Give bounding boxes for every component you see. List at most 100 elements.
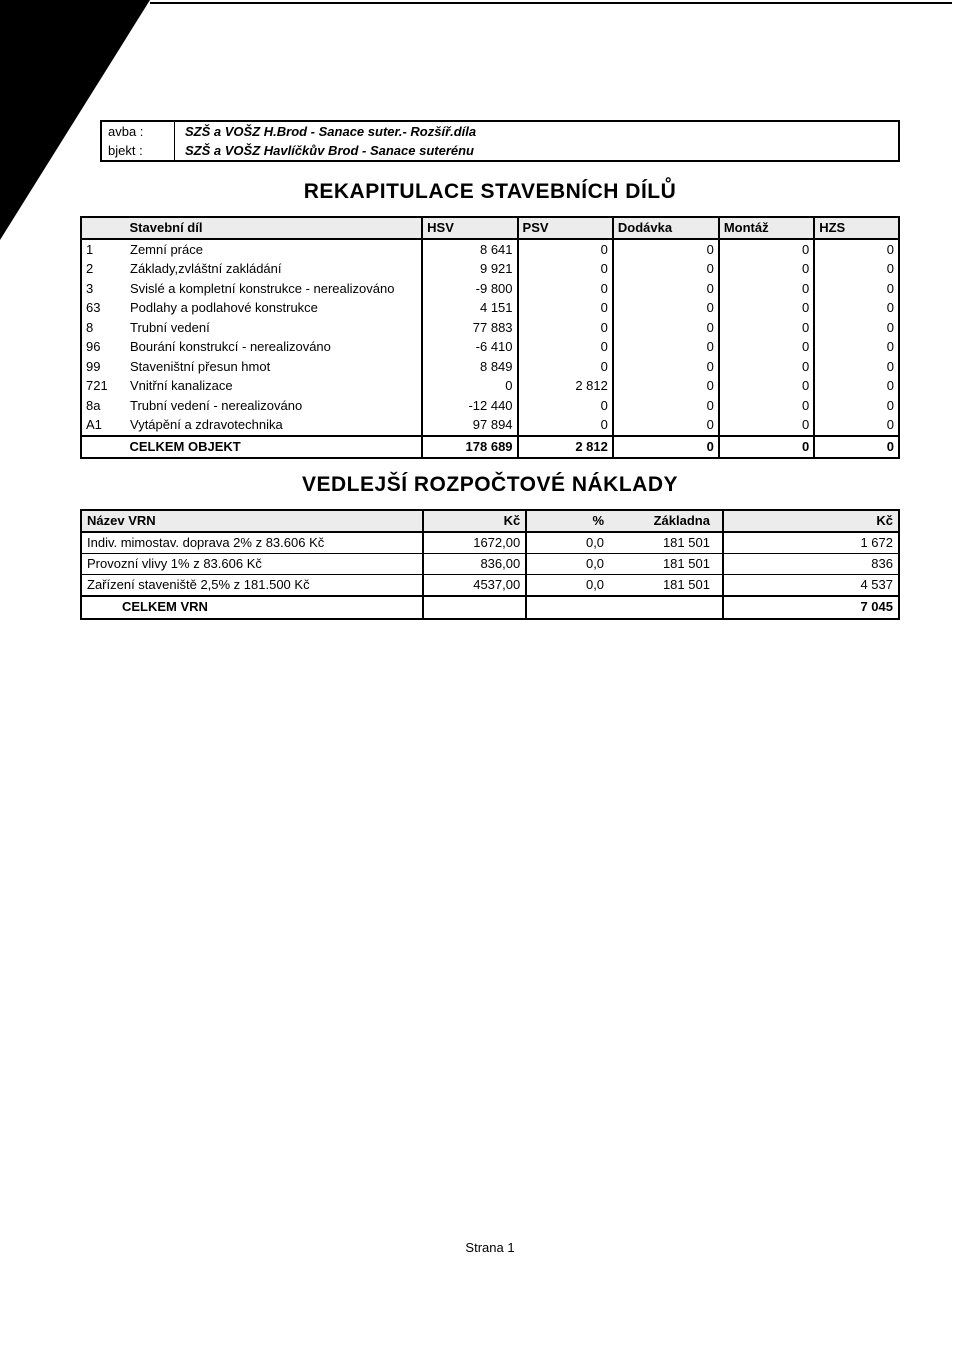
total-code [81,436,126,458]
cell-montaz: 0 [719,239,814,260]
cell-psv: 0 [518,318,613,338]
cell-name: Staveništní přesun hmot [126,357,423,377]
cell-zakladna: 181 501 [609,553,723,574]
cell-kc2: 836 [723,553,899,574]
col-header-percent: % [526,510,609,532]
cell-hzs: 0 [814,415,899,436]
table-row: 99Staveništní přesun hmot8 8490000 [81,357,899,377]
cell-code: A1 [81,415,126,436]
cell-code: 99 [81,357,126,377]
cell-nazev: Provozní vlivy 1% z 83.606 Kč [81,553,423,574]
cell-code: 8a [81,396,126,416]
cell-psv: 0 [518,415,613,436]
table-body: Indiv. mimostav. doprava 2% z 83.606 Kč1… [81,532,899,597]
cell-dodavka: 0 [613,239,719,260]
table-total-row: CELKEM VRN 7 045 [81,596,899,618]
col-header-montaz: Montáž [719,217,814,239]
table-row: 96Bourání konstrukcí - nerealizováno-6 4… [81,337,899,357]
cell-psv: 0 [518,396,613,416]
table-row: A1Vytápění a zdravotechnika97 8940000 [81,415,899,436]
cell-montaz: 0 [719,259,814,279]
cell-kc: 4537,00 [423,575,527,597]
cell-psv: 0 [518,357,613,377]
total-vrn-label: CELKEM VRN [81,596,423,618]
table-head: Název VRN Kč % Základna Kč [81,510,899,532]
table-row: 721Vnitřní kanalizace02 812000 [81,376,899,396]
cell-hsv: 0 [422,376,517,396]
cell-name: Trubní vedení [126,318,423,338]
cell-montaz: 0 [719,396,814,416]
cell-dodavka: 0 [613,415,719,436]
col-header-name: Stavební díl [126,217,423,239]
cell-kc2: 1 672 [723,532,899,554]
cell-percent: 0,0 [526,532,609,554]
cell-hsv: 8 849 [422,357,517,377]
cell-code: 721 [81,376,126,396]
cell-dodavka: 0 [613,318,719,338]
cell-montaz: 0 [719,318,814,338]
cell-name: Základy,zvláštní zakládání [126,259,423,279]
cell-zakladna: 181 501 [609,532,723,554]
cell-name: Vnitřní kanalizace [126,376,423,396]
top-edge-line [150,2,952,4]
total-psv: 2 812 [518,436,613,458]
cell-dodavka: 0 [613,259,719,279]
cell-hsv: 9 921 [422,259,517,279]
cell-hzs: 0 [814,259,899,279]
cell-code: 1 [81,239,126,260]
table-footer: CELKEM OBJEKT 178 689 2 812 0 0 0 [81,436,899,458]
col-header-code [81,217,126,239]
page: avba : SZŠ a VOŠZ H.Brod - Sanace suter.… [0,0,960,1305]
cell-psv: 0 [518,239,613,260]
cell-dodavka: 0 [613,298,719,318]
header-row-1: avba : SZŠ a VOŠZ H.Brod - Sanace suter.… [102,122,898,141]
cell-kc2: 4 537 [723,575,899,597]
cell-name: Trubní vedení - nerealizováno [126,396,423,416]
cell-psv: 0 [518,298,613,318]
header-row-2: bjekt : SZŠ a VOŠZ Havlíčkův Brod - Sana… [102,141,898,160]
table-header-row: Stavební díl HSV PSV Dodávka Montáž HZS [81,217,899,239]
page-footer: Strana 1 [80,1240,900,1285]
cell-hzs: 0 [814,357,899,377]
cell-name: Zemní práce [126,239,423,260]
col-header-zakladna: Základna [609,510,723,532]
cell-percent: 0,0 [526,575,609,597]
header-label-objekt: bjekt : [102,141,174,160]
cell-montaz: 0 [719,337,814,357]
cell-montaz: 0 [719,298,814,318]
cell-psv: 0 [518,279,613,299]
cell-dodavka: 0 [613,337,719,357]
col-header-hzs: HZS [814,217,899,239]
total-dodavka: 0 [613,436,719,458]
cell-montaz: 0 [719,376,814,396]
cell-code: 96 [81,337,126,357]
section-title-rekapitulace: REKAPITULACE STAVEBNÍCH DÍLŮ [80,180,900,204]
cell-psv: 0 [518,337,613,357]
cell-hzs: 0 [814,239,899,260]
table-row: 63Podlahy a podlahové konstrukce4 151000… [81,298,899,318]
cell-dodavka: 0 [613,279,719,299]
table-body: 1Zemní práce8 64100002Základy,zvláštní z… [81,239,899,436]
col-header-nazev-vrn: Název VRN [81,510,423,532]
total-vrn-kc1 [423,596,527,618]
table-row: 3Svislé a kompletní konstrukce - nereali… [81,279,899,299]
total-montaz: 0 [719,436,814,458]
cell-code: 3 [81,279,126,299]
cell-name: Svislé a kompletní konstrukce - nerealiz… [126,279,423,299]
cell-hsv: -12 440 [422,396,517,416]
total-vrn-kc2: 7 045 [723,596,899,618]
total-vrn-pct [526,596,609,618]
cell-hsv: 8 641 [422,239,517,260]
cell-name: Bourání konstrukcí - nerealizováno [126,337,423,357]
cell-zakladna: 181 501 [609,575,723,597]
cell-dodavka: 0 [613,357,719,377]
cell-code: 2 [81,259,126,279]
total-hzs: 0 [814,436,899,458]
table-footer: CELKEM VRN 7 045 [81,596,899,618]
table-vrn: Název VRN Kč % Základna Kč Indiv. mimost… [80,509,900,620]
cell-percent: 0,0 [526,553,609,574]
content-area: avba : SZŠ a VOŠZ H.Brod - Sanace suter.… [0,0,960,1305]
cell-dodavka: 0 [613,396,719,416]
cell-montaz: 0 [719,279,814,299]
cell-code: 8 [81,318,126,338]
